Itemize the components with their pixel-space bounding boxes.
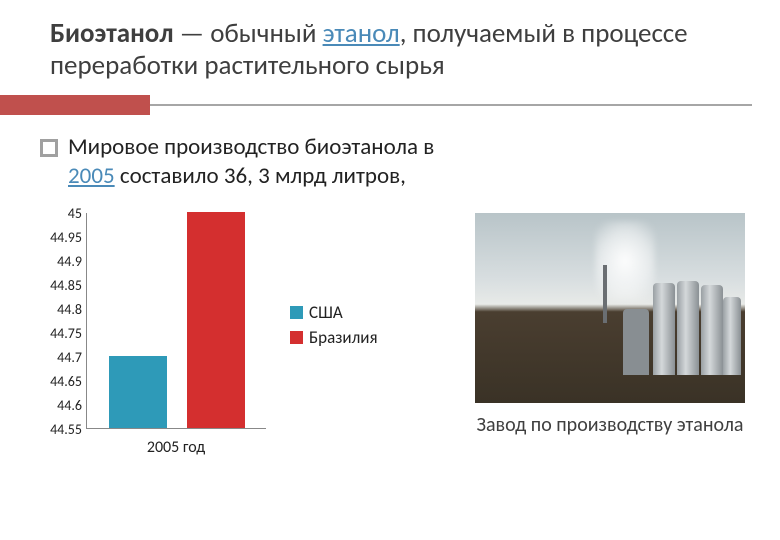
y-tick-label: 44.65 (30, 370, 82, 394)
y-tick-label: 44.75 (30, 322, 82, 346)
bullet-pre: Мировое производство биоэтанола в (68, 133, 434, 161)
building-icon (623, 309, 649, 375)
legend-label: США (309, 302, 343, 323)
silo-icon (677, 281, 699, 375)
y-tick-label: 44.9 (30, 250, 82, 274)
y-tick-label: 45 (30, 202, 82, 226)
title-part1: обычный (210, 17, 322, 50)
legend-swatch-icon (290, 306, 303, 319)
factory-photo (475, 213, 745, 403)
silo-icon (701, 285, 723, 375)
title-bold: Биоэтанол (50, 17, 174, 50)
bullet-post: составило 36, 3 млрд литров, (115, 162, 406, 190)
y-tick-label: 44.7 (30, 346, 82, 370)
slide-title: Биоэтанол — обычный этанол, получаемый в… (0, 0, 780, 95)
y-tick-label: 44.95 (30, 226, 82, 250)
accent-bar (0, 95, 780, 119)
legend-swatch-icon (290, 331, 303, 344)
legend-item: Бразилия (290, 327, 378, 348)
x-axis-label: 2005 год (86, 438, 266, 457)
right-column: Завод по производству этанола (470, 133, 750, 463)
silo-icon (653, 283, 675, 375)
legend-label: Бразилия (309, 327, 378, 348)
y-tick-label: 44.8 (30, 298, 82, 322)
left-column: Мировое производство биоэтанола в 2005 с… (30, 133, 470, 463)
chart-plot-area (86, 213, 266, 429)
title-sep: — (174, 17, 211, 50)
y-tick-label: 44.55 (30, 418, 82, 442)
bar-chart: 4544.9544.944.8544.844.7544.744.6544.644… (30, 202, 450, 462)
photo-caption: Завод по производству этанола (470, 413, 750, 437)
bullet-item: Мировое производство биоэтанола в 2005 с… (30, 133, 470, 191)
silo-icon (723, 297, 741, 375)
bullet-square-icon (40, 139, 58, 157)
title-link[interactable]: этанол (323, 17, 400, 50)
stack-icon (603, 265, 607, 323)
y-axis-labels: 4544.9544.944.8544.844.7544.744.6544.644… (30, 202, 82, 442)
y-tick-label: 44.6 (30, 394, 82, 418)
chart-bar (109, 356, 167, 428)
legend-item: США (290, 302, 378, 323)
chart-bar (187, 212, 245, 428)
bullet-link[interactable]: 2005 (68, 162, 115, 190)
y-tick-label: 44.85 (30, 274, 82, 298)
chart-legend: США Бразилия (290, 302, 378, 352)
